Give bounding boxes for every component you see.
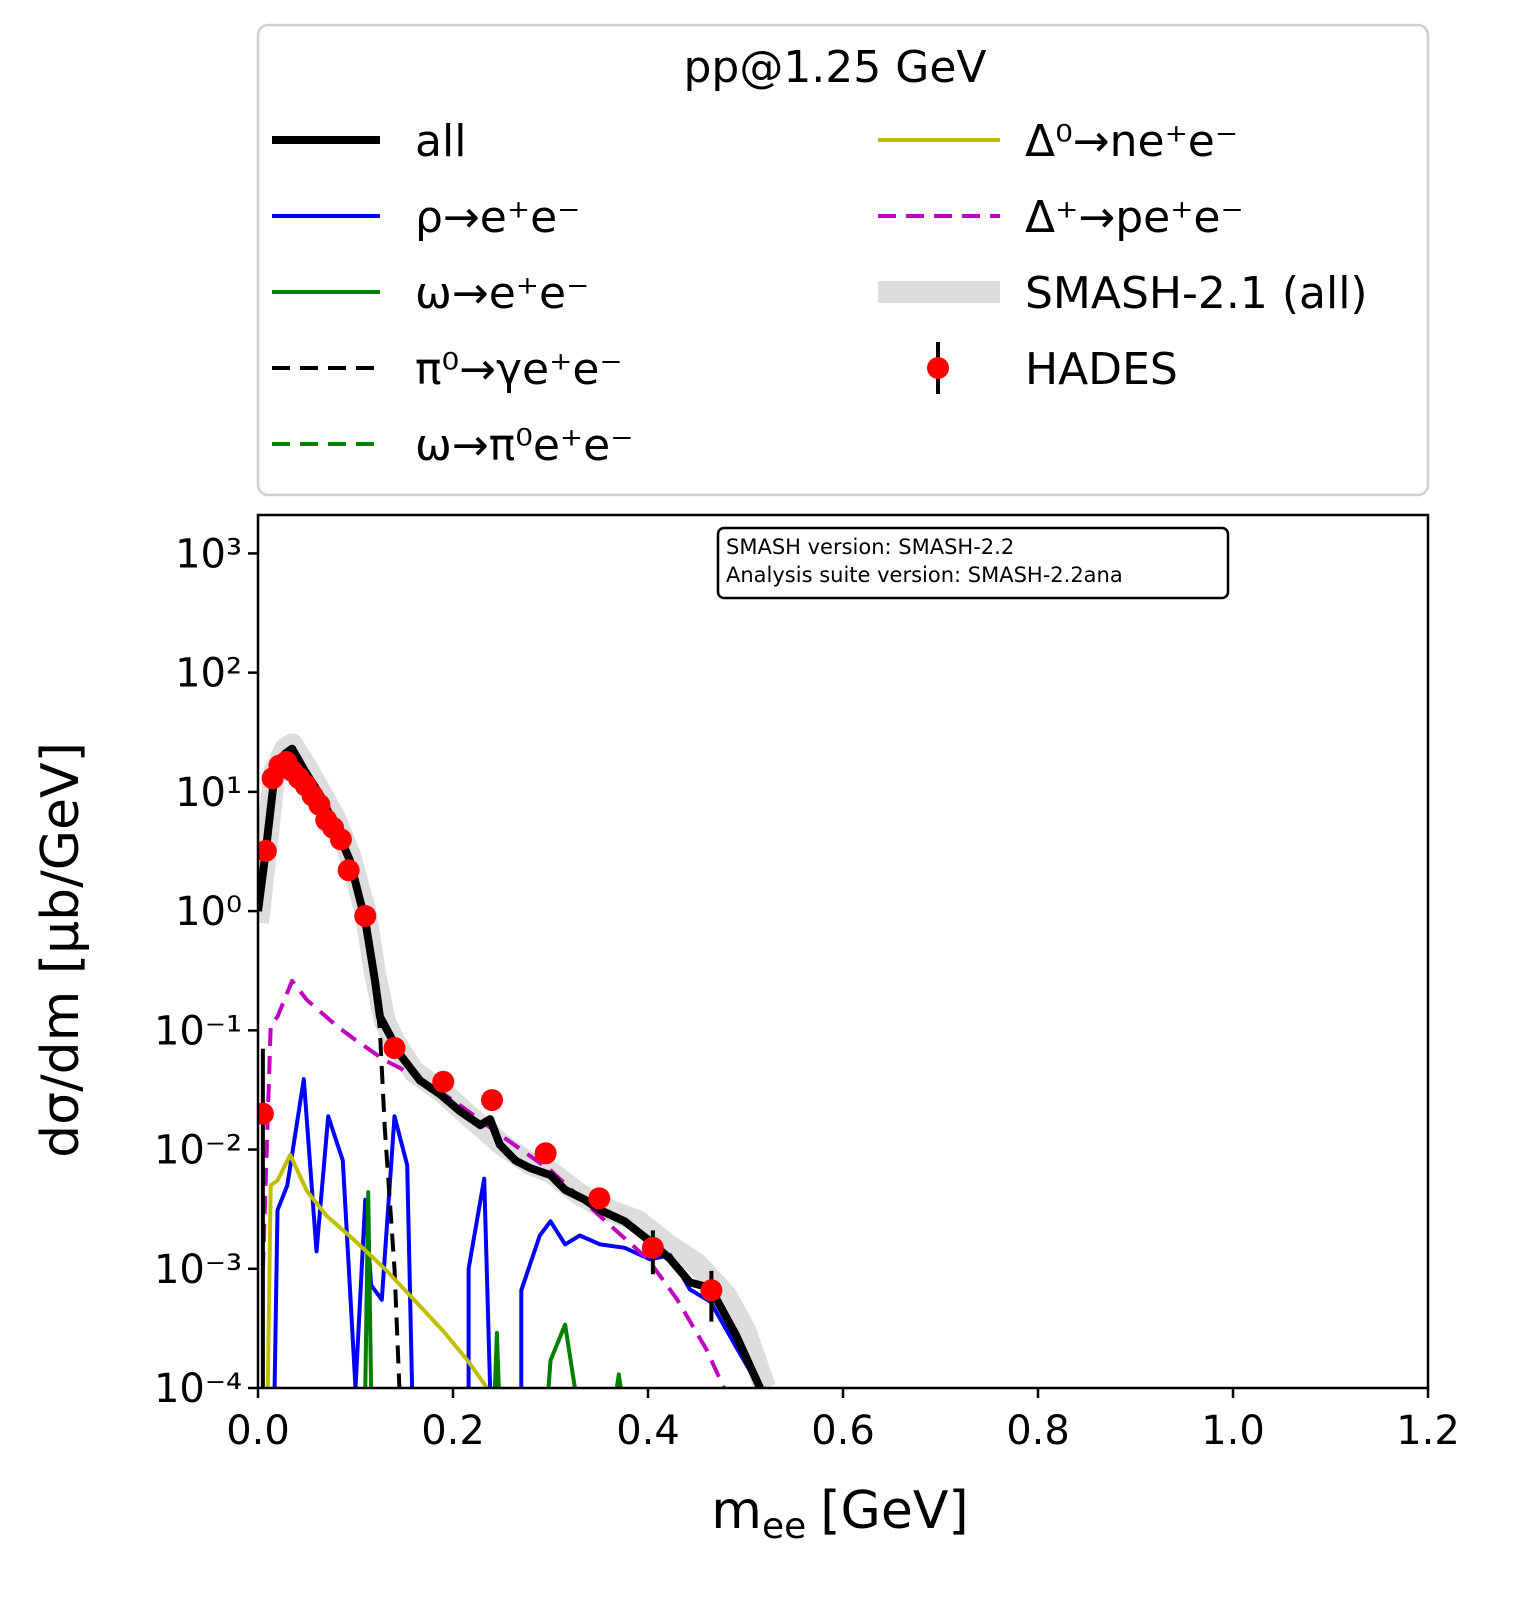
x-label-subscript: ee [762, 1506, 806, 1547]
data-point [432, 1070, 455, 1093]
legend-label: ρ→e⁺e⁻ [415, 192, 580, 243]
legend-label: Δ⁺→pe⁺e⁻ [1025, 192, 1244, 243]
x-tick-label: 0.2 [421, 1408, 485, 1454]
data-point [383, 1037, 406, 1060]
x-tick-label: 0.8 [1006, 1408, 1070, 1454]
data-point [258, 839, 277, 862]
y-axis-label: dσ/dm [μb/GeV] [31, 742, 91, 1158]
legend-label: HADES [1025, 344, 1178, 395]
legend-handle [927, 357, 949, 379]
data-point [354, 904, 377, 927]
data-point [588, 1187, 611, 1210]
y-tick-label: 10¹ [175, 770, 242, 816]
x-tick-label: 0.0 [226, 1408, 290, 1454]
series-line [363, 1190, 623, 1388]
legend-label: ω→e⁺e⁻ [415, 268, 589, 319]
plot-frame [256, 513, 1430, 1390]
series-line [265, 1153, 489, 1388]
x-axis-label: mee [GeV] [711, 1481, 968, 1547]
plot-area [258, 733, 776, 1388]
series-line [260, 978, 726, 1388]
x-label-unit: [GeV] [820, 1481, 968, 1541]
legend-label: SMASH-2.1 (all) [1025, 268, 1368, 319]
legend-label: ω→π⁰e⁺e⁻ [415, 420, 633, 471]
y-tick-label: 10⁻⁴ [154, 1366, 242, 1412]
annotation-box [716, 526, 1230, 600]
data-point [641, 1236, 664, 1259]
legend-label: all [415, 116, 466, 167]
x-tick-label: 0.4 [616, 1408, 680, 1454]
y-tick-label: 10³ [175, 531, 242, 577]
annotation: SMASH version: SMASH-2.2 [726, 535, 1014, 559]
x-tick-label: 1.2 [1396, 1408, 1460, 1454]
legend-label: Δ⁰→ne⁺e⁻ [1025, 116, 1238, 167]
data-point [481, 1089, 503, 1112]
data-point [337, 859, 360, 882]
y-tick-label: 10⁻² [154, 1128, 242, 1174]
x-tick-label: 0.6 [811, 1408, 875, 1454]
data-point [258, 1102, 274, 1125]
legend-label: π⁰→γe⁺e⁻ [415, 344, 623, 395]
legend-box [256, 23, 1430, 497]
legend-title: pp@1.25 GeV [683, 42, 986, 93]
x-label-symbol: m [711, 1481, 762, 1541]
y-tick-label: 10² [175, 651, 242, 697]
y-tick-label: 10⁰ [175, 889, 242, 935]
y-tick-label: 10⁻¹ [154, 1008, 242, 1054]
y-tick-label: 10⁻³ [154, 1247, 242, 1293]
x-tick-label: 1.0 [1201, 1408, 1265, 1454]
annotation: Analysis suite version: SMASH-2.2ana [726, 563, 1123, 587]
data-point [700, 1279, 723, 1302]
data-point [329, 828, 352, 851]
data-point [534, 1142, 557, 1165]
